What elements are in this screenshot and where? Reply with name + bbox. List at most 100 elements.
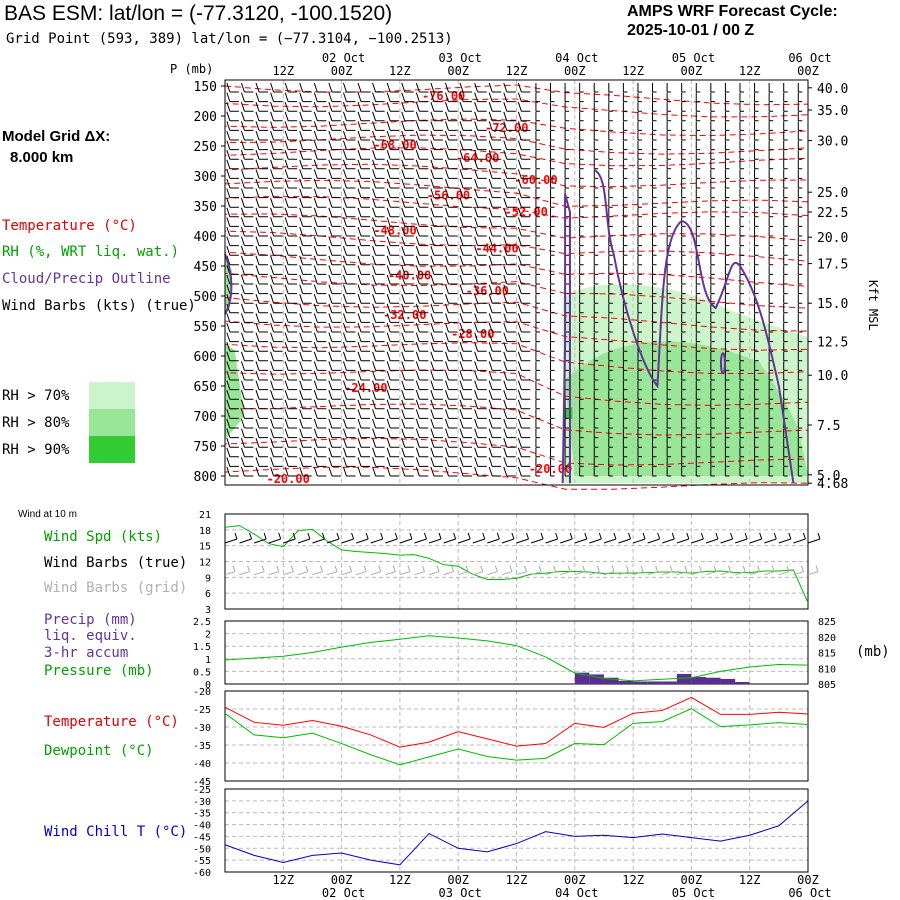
wind-barb — [535, 457, 540, 467]
wind-barb — [226, 332, 239, 343]
wind-barb — [226, 361, 239, 371]
wind-barb — [313, 361, 327, 371]
wind-barb — [681, 236, 686, 247]
wind-barb — [357, 92, 371, 103]
wind-barb — [768, 467, 774, 477]
wind-barb — [488, 121, 502, 131]
wind-barb — [768, 323, 774, 333]
surface-wind-barb-grid — [574, 565, 586, 576]
wind-barb — [564, 131, 570, 141]
wind-barb — [622, 390, 628, 400]
height-tick-label: 10.0 — [817, 369, 848, 384]
surface-wind-barb-grid — [691, 565, 702, 576]
wind-barb — [564, 83, 570, 93]
wind-barb — [226, 140, 239, 151]
wind-barb — [724, 323, 730, 333]
wind-barb — [593, 467, 599, 477]
wind-barb — [739, 207, 744, 218]
wind-barb — [299, 188, 312, 199]
surface-wind-barb-grid — [268, 565, 280, 576]
wind-barb — [401, 418, 414, 429]
wind-barb — [579, 121, 584, 131]
wind-barb — [535, 102, 540, 112]
wind-barb — [488, 198, 502, 208]
precip-tick-label: 2.5 — [193, 617, 211, 628]
wind-barb — [681, 207, 686, 218]
wind-barb — [666, 390, 672, 400]
wind-barb — [754, 399, 759, 410]
wind-barb — [357, 178, 371, 189]
wind-barb — [681, 361, 686, 371]
wind-barb — [637, 275, 642, 285]
wind-barb — [445, 438, 458, 448]
wind-barb — [430, 438, 443, 448]
wind-barb — [608, 457, 613, 467]
top-hour-label: 00Z — [797, 64, 819, 78]
wind-barb — [652, 399, 657, 410]
wind-barb — [342, 390, 356, 400]
wind-barb — [550, 447, 555, 458]
wind-barb — [401, 265, 414, 275]
wind-barb — [637, 303, 642, 314]
legend-precip: Precip (mm) — [44, 612, 137, 628]
temp-tick-label: -35 — [193, 741, 211, 752]
surface-wind-barb-grid — [545, 565, 557, 576]
wind-barb — [579, 265, 584, 275]
wind-barb — [459, 236, 473, 247]
wind-barb — [299, 82, 312, 93]
bottom-hour-label: 12Z — [389, 873, 411, 887]
surface-wind-barb-grid — [414, 565, 425, 576]
cloud-outline-main — [561, 193, 571, 484]
wind-barb — [284, 351, 298, 362]
wind-barb — [401, 332, 414, 343]
wind-barb — [226, 178, 239, 189]
wind-barb — [313, 284, 327, 295]
wind-barb — [284, 102, 298, 112]
wind-barb — [226, 150, 239, 160]
wind-barb — [754, 207, 759, 218]
wind-barb — [357, 111, 371, 122]
wind-barb — [666, 265, 672, 275]
wind-barb — [430, 322, 443, 333]
wind-barb — [240, 236, 254, 247]
wind-barb — [284, 361, 298, 371]
wind-barb — [724, 409, 730, 419]
wind-barb — [474, 447, 487, 458]
pressure-right-tick-label: 810 — [818, 664, 836, 675]
wind-barb — [739, 255, 744, 266]
wind-barb — [357, 418, 371, 429]
wind-barb — [783, 361, 788, 371]
wind-barb — [342, 428, 356, 439]
wind-barb — [342, 150, 356, 160]
wind-barb — [445, 447, 458, 458]
wind-barb — [459, 399, 473, 410]
wind-barb — [474, 169, 487, 179]
surface-wind-barb-grid — [472, 565, 484, 576]
wind-barb — [240, 255, 254, 266]
wind-barb — [579, 188, 584, 199]
wind-barb — [503, 207, 516, 218]
wind-barb — [768, 380, 774, 391]
surface-wind-barb — [589, 532, 602, 544]
wind-barb — [695, 131, 701, 141]
wind-barb — [608, 467, 613, 477]
wind-barb — [415, 380, 429, 391]
wind-barb — [710, 323, 715, 333]
wind-barb — [386, 399, 400, 410]
surface-wind-barb — [253, 532, 267, 544]
wind-barb — [284, 322, 298, 333]
wind-barb — [401, 255, 414, 266]
precip-bar — [720, 678, 736, 684]
wind-barb — [517, 284, 531, 295]
wind-barb — [342, 140, 356, 151]
wind-barb — [768, 303, 774, 314]
bottom-hour-label: 12Z — [622, 873, 644, 887]
isotherm-line — [224, 179, 809, 207]
wind-barb — [401, 236, 414, 247]
wind-barb — [226, 82, 239, 93]
wind-barb — [401, 150, 414, 160]
wind-barb — [240, 303, 254, 314]
wind-barb — [342, 246, 356, 256]
wind-barb — [710, 371, 715, 381]
top-hour-label: 12Z — [506, 64, 528, 78]
